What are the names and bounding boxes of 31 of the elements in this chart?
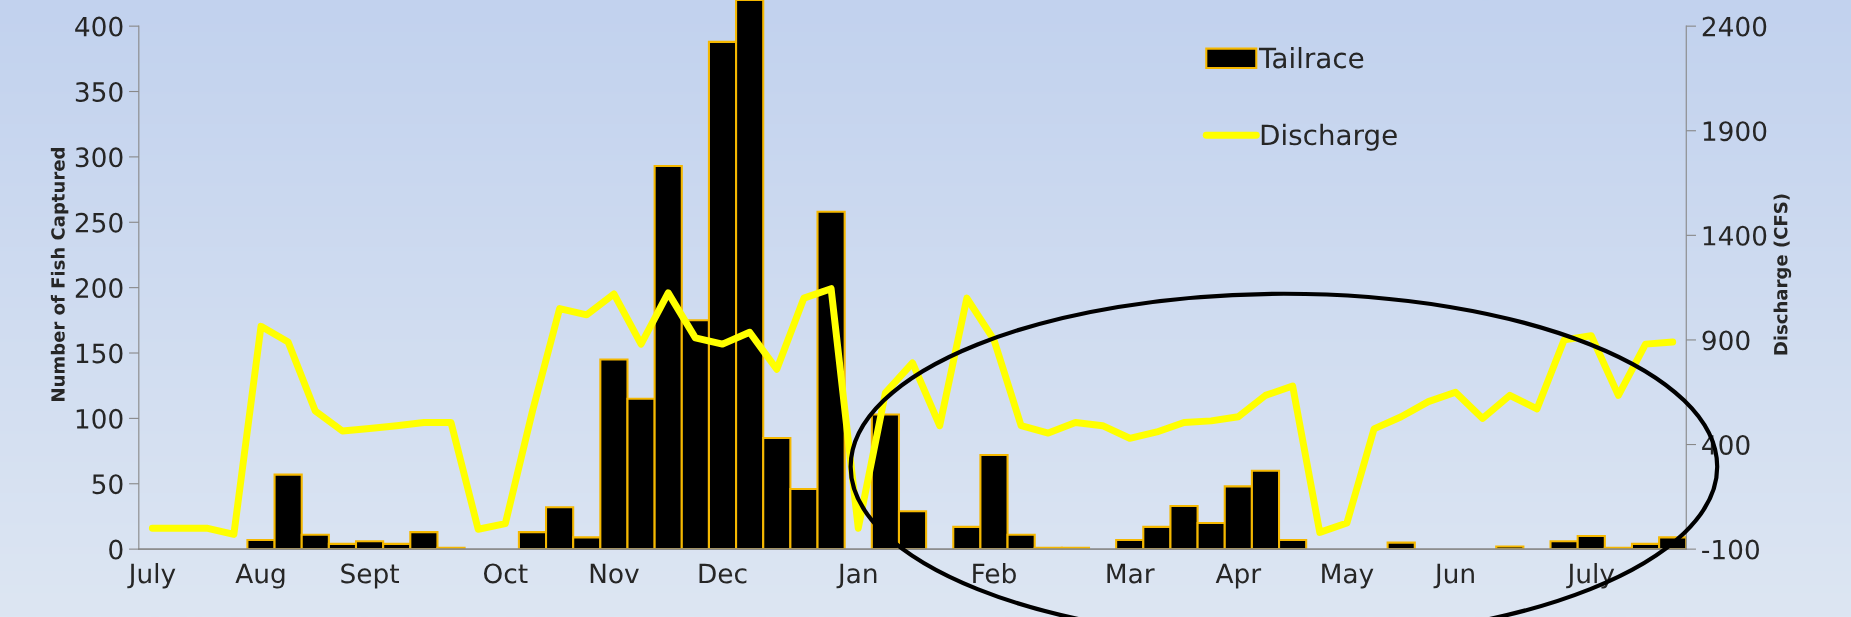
- y2-tick-label: 1900: [1703, 121, 1767, 142]
- y2-axis-title: Discharge (CFS): [1773, 194, 1792, 355]
- y-tick-label: 200: [75, 278, 123, 299]
- x-tick-label: Mar: [1107, 563, 1155, 584]
- x-tick-label: July: [1566, 563, 1615, 589]
- x-tick-label: Sept: [341, 563, 399, 589]
- x-tick-label: May: [1322, 563, 1374, 589]
- x-tick-label: Nov: [590, 563, 639, 584]
- y-tick-label: 300: [75, 147, 123, 168]
- y2-tick-label: 900: [1702, 330, 1750, 351]
- x-tick-label: Oct: [483, 563, 528, 584]
- x-tick-label: Aug: [235, 563, 285, 589]
- x-tick-label: Feb: [973, 563, 1016, 584]
- y-axis-title: Number of Fish Captured: [50, 148, 69, 401]
- y-tick-label: 150: [76, 343, 123, 364]
- x-tick-label: Jun: [1433, 563, 1474, 589]
- x-tick-label: Jan: [836, 563, 877, 589]
- y-tick-label: 0: [109, 539, 123, 560]
- x-tick-label: Apr: [1215, 563, 1262, 589]
- x-tick-label: July: [127, 563, 176, 589]
- y-tick-label: 250: [75, 212, 123, 233]
- y-tick-label: 400: [75, 16, 123, 37]
- x-tick-label: Dec: [699, 563, 747, 584]
- y2-tick-label: -100: [1702, 539, 1759, 560]
- y-tick-label: 100: [76, 408, 123, 429]
- y-tick-label: 50: [92, 474, 123, 495]
- y2-tick-label: 2400: [1702, 16, 1767, 37]
- y2-tick-label: 1400: [1703, 225, 1767, 246]
- y-tick-label: 350: [75, 81, 123, 102]
- legend-label: Discharge: [1261, 123, 1397, 151]
- legend-label: Tailrace: [1258, 46, 1364, 69]
